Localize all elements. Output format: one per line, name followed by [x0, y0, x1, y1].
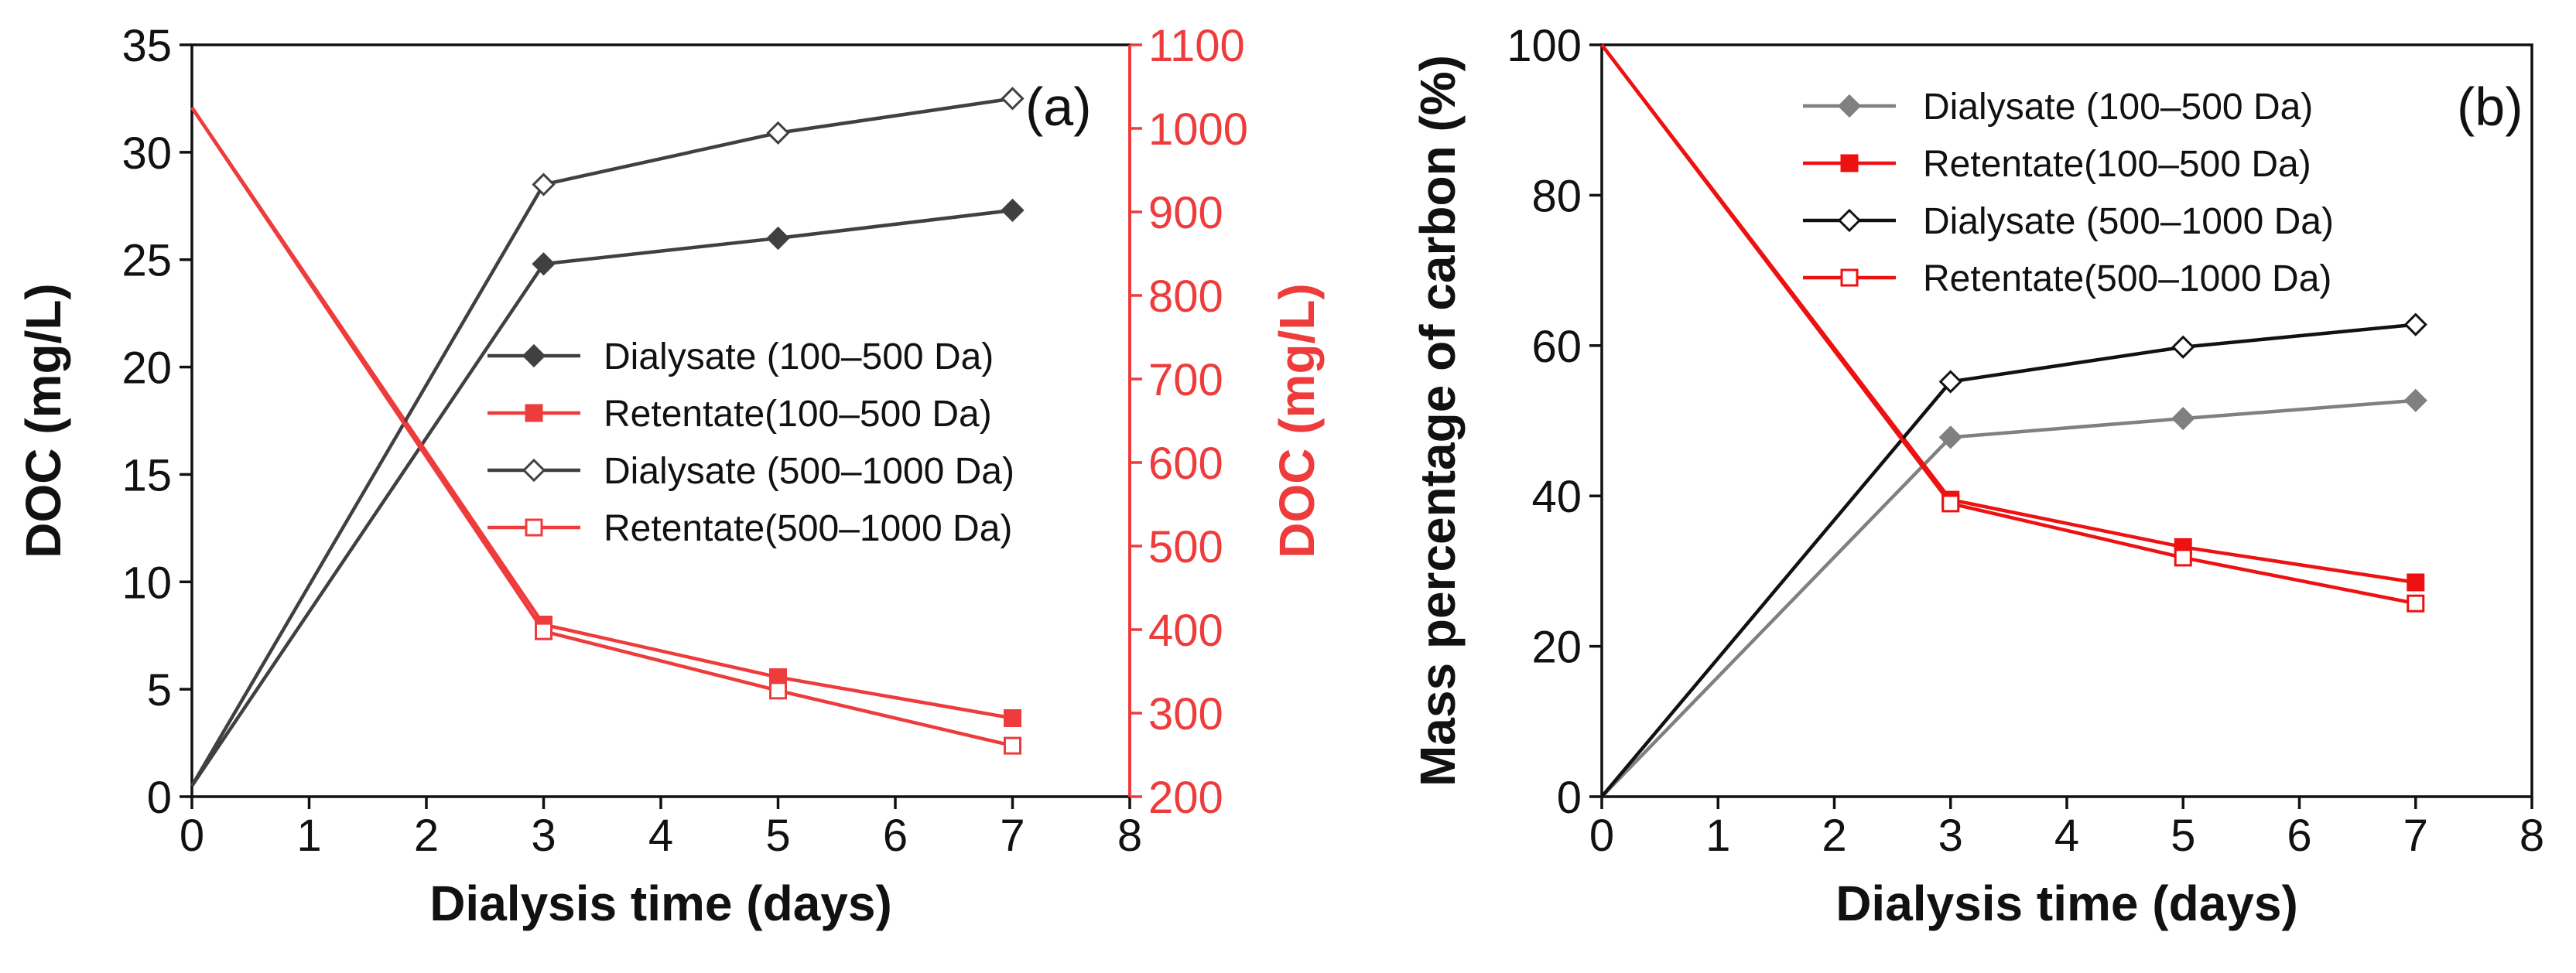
- y-tick-label: 0: [1557, 773, 1582, 823]
- legend-label: Dialysate (100–500 Da): [604, 336, 994, 377]
- legend-marker: [522, 458, 546, 483]
- x-tick-label: 0: [1589, 811, 1614, 861]
- data-point-series-1: [1938, 425, 1962, 449]
- data-point-series-4: [2407, 594, 2425, 613]
- series-line-4: [190, 106, 1014, 748]
- y-tick-label: 20: [121, 343, 172, 394]
- data-point-series-1: [2171, 406, 2195, 431]
- data-point-series-4: [2174, 548, 2192, 567]
- y-tick-label: 10: [121, 558, 172, 608]
- y-tick-label: 80: [1531, 171, 1582, 221]
- y2-tick-label: 1100: [1148, 21, 1245, 71]
- y2-tick-label: 1000: [1148, 104, 1248, 155]
- legend-marker: [525, 404, 543, 422]
- x-tick-label: 5: [765, 811, 790, 861]
- y2-axis-title: DOC (mg/L): [1269, 283, 1325, 558]
- x-axis-title: Dialysis time (days): [429, 876, 892, 931]
- x-tick-label: 5: [2171, 811, 2195, 861]
- data-point-series-3: [532, 172, 556, 196]
- series-line-4: [1600, 43, 2417, 606]
- legend-label: Retentate(100–500 Da): [604, 394, 992, 435]
- x-tick-label: 2: [1822, 811, 1846, 861]
- legend-marker: [1837, 94, 1862, 118]
- legend-label: Retentate(500–1000 Da): [1923, 258, 2331, 299]
- series-line-1: [1600, 398, 2416, 798]
- x-tick-label: 8: [2520, 811, 2544, 861]
- panel-label: (a): [1025, 77, 1092, 137]
- x-tick-label: 4: [648, 811, 673, 861]
- data-point-series-4: [769, 681, 787, 700]
- legend-label: Retentate(500–1000 Da): [604, 508, 1012, 549]
- legend-marker: [1837, 208, 1862, 233]
- panel-a: 0 1 2 3 4 5 6 7 8 0 5 10 15 20 25 30 35 200 300 400 500 600 70…: [15, 21, 1325, 931]
- y-tick-label: 35: [121, 21, 172, 71]
- legend-marker: [522, 343, 546, 368]
- legend-marker: [1840, 268, 1859, 287]
- data-point-series-3: [766, 121, 790, 145]
- data-point-series-4: [535, 622, 552, 640]
- y-axis-title: DOC (mg/L): [15, 283, 71, 558]
- y-tick-label: 100: [1507, 21, 1582, 71]
- y-tick-label: 30: [121, 128, 172, 179]
- data-point-series-1: [766, 226, 790, 251]
- legend-label: Dialysate (100–500 Da): [1923, 87, 2313, 128]
- legend-label: Dialysate (500–1000 Da): [604, 451, 1014, 492]
- y-tick-label: 5: [147, 665, 172, 715]
- data-point-series-1: [2403, 388, 2427, 412]
- legend: Dialysate (100–500 Da) Retentate(100–500 …: [487, 336, 1014, 549]
- x-tick-label: 8: [1117, 811, 1142, 861]
- y2-tick-label: 300: [1148, 689, 1223, 739]
- legend-label: Dialysate (500–1000 Da): [1923, 201, 2334, 242]
- x-axis-title: Dialysis time (days): [1835, 876, 2298, 931]
- series-line-3: [190, 97, 1013, 787]
- y2-tick-label: 900: [1148, 188, 1223, 238]
- data-point-series-3: [1938, 370, 1962, 394]
- y2-tick-label: 600: [1148, 439, 1223, 489]
- y-tick-label: 20: [1531, 623, 1582, 673]
- y-tick-label: 25: [121, 236, 172, 286]
- y2-tick-label: 700: [1148, 355, 1223, 405]
- legend: Dialysate (100–500 Da) Retentate(100–500 …: [1803, 87, 2334, 299]
- series-line-3: [1600, 323, 2416, 798]
- x-tick-label: 0: [180, 811, 204, 861]
- y2-tick-label: 800: [1148, 271, 1223, 322]
- x-tick-label: 3: [531, 811, 556, 861]
- x-tick-label: 1: [296, 811, 321, 861]
- y-tick-label: 0: [147, 773, 172, 823]
- y2-tick-label: 500: [1148, 522, 1223, 572]
- data-point-series-3: [2171, 335, 2195, 359]
- data-point-series-4: [1004, 736, 1021, 755]
- y-axis-title: Mass percentage of carbon (%): [1410, 55, 1466, 787]
- legend-marker: [525, 518, 543, 537]
- x-tick-label: 3: [1938, 811, 1963, 861]
- data-point-series-2: [2407, 573, 2425, 592]
- y2-tick-label: 400: [1148, 606, 1223, 656]
- x-tick-label: 1: [1705, 811, 1730, 861]
- legend-label: Retentate(100–500 Da): [1923, 144, 2311, 185]
- x-tick-label: 6: [883, 811, 908, 861]
- y-tick-label: 60: [1531, 322, 1582, 372]
- series-line-1: [190, 208, 1013, 787]
- y-tick-label: 40: [1531, 472, 1582, 522]
- data-point-series-4: [1941, 494, 1960, 513]
- data-point-series-3: [2403, 312, 2427, 336]
- x-tick-label: 4: [2054, 811, 2079, 861]
- data-point-series-3: [1001, 87, 1025, 111]
- y-tick-label: 15: [121, 450, 172, 500]
- y2-tick-label: 200: [1148, 773, 1223, 823]
- data-point-series-1: [532, 252, 556, 276]
- data-point-series-1: [1001, 198, 1025, 222]
- x-tick-label: 6: [2287, 811, 2311, 861]
- x-tick-label: 7: [2403, 811, 2428, 861]
- x-tick-label: 7: [1000, 811, 1025, 861]
- legend-marker: [1840, 154, 1859, 172]
- x-tick-label: 2: [414, 811, 439, 861]
- series-line-2: [190, 106, 1013, 720]
- data-point-series-2: [1004, 708, 1021, 727]
- panel-label: (b): [2457, 77, 2523, 137]
